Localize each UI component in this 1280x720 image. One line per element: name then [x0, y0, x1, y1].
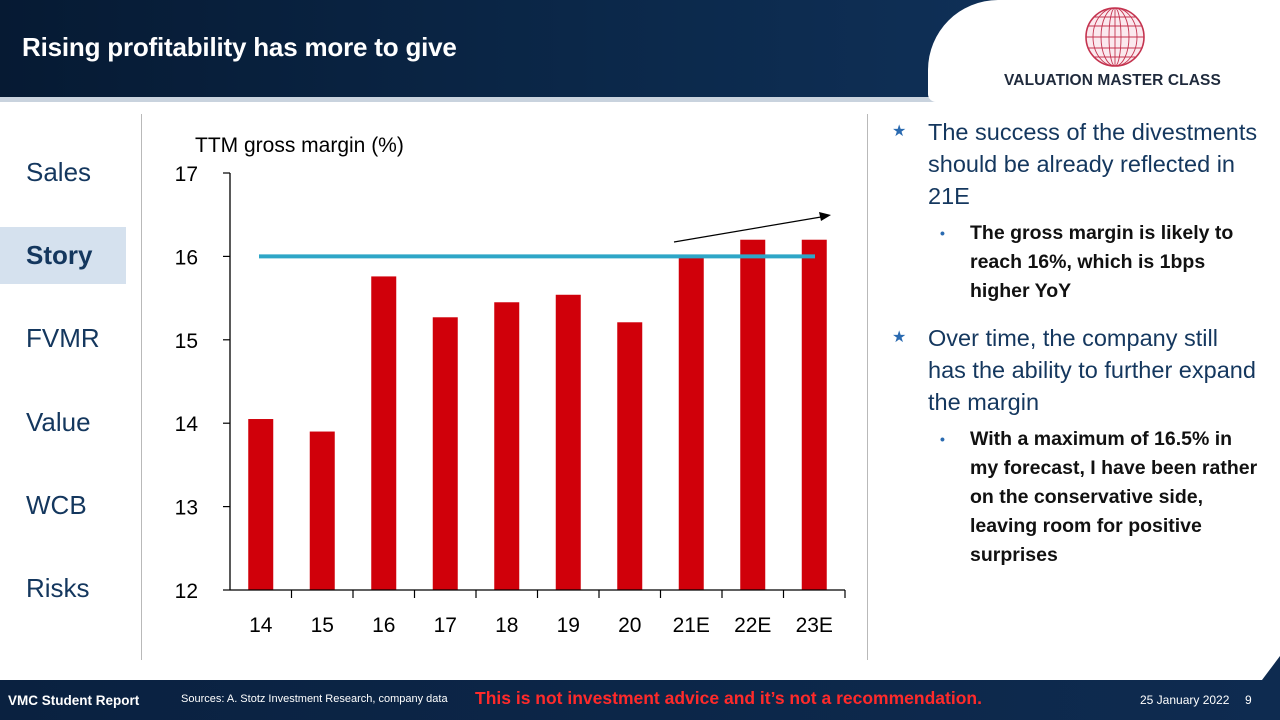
footer-sources: Sources: A. Stotz Investment Research, c… [181, 693, 448, 705]
bullet-1-text: The success of the divestments should be… [928, 119, 1258, 209]
bar-15 [309, 431, 335, 590]
y-tick-label: 16 [175, 246, 198, 269]
bar-23E [801, 239, 827, 590]
bar-17 [432, 317, 458, 590]
nav-divider [141, 114, 142, 660]
bullet-2: ★ Over time, the company still has the a… [892, 322, 1262, 418]
nav-item-wcb[interactable]: WCB [26, 490, 87, 520]
page-number: 9 [1245, 693, 1252, 707]
nav-item-story[interactable]: Story [26, 240, 93, 270]
dot-bullet-icon: • [940, 431, 945, 447]
bullet-1: ★ The success of the divestments should … [892, 116, 1262, 212]
logo-wordmark: VALUATION MASTER CLASS [1004, 72, 1221, 89]
y-tick-label: 14 [175, 413, 199, 436]
y-tick-label: 17 [175, 163, 198, 186]
y-tick-label: 12 [175, 580, 198, 603]
gross-margin-chart: TTM gross margin (%) 12 13 14 15 16 17 14 15 16… [175, 134, 846, 637]
chart-title: TTM gross margin (%) [195, 134, 404, 157]
footer-bar: VMC Student Report Sources: A. Stotz Inv… [0, 680, 1280, 720]
x-tick-label-14: 14 [249, 614, 273, 637]
trend-arrow [673, 212, 831, 243]
nav-item-sales[interactable]: Sales [26, 157, 92, 187]
nav-item-value[interactable]: Value [26, 407, 91, 437]
dot-bullet-icon: • [940, 225, 945, 241]
header-divider [0, 97, 1280, 102]
nav-item-fvmr[interactable]: FVMR [26, 323, 100, 353]
footer-report-label: VMC Student Report [8, 693, 140, 708]
x-tick-label-19: 19 [557, 614, 580, 637]
page-title: Rising profitability has more to give [22, 32, 457, 62]
bar-18 [494, 302, 520, 590]
commentary: ★ The success of the divestments should … [892, 116, 1262, 570]
bar-14 [248, 419, 274, 590]
bar-20 [617, 322, 643, 590]
x-tick-label-18: 18 [495, 614, 518, 637]
nav-active-highlight [0, 227, 126, 284]
y-tick-label: 15 [175, 330, 198, 353]
bar-19 [555, 294, 581, 590]
x-tick-label-21E: 21E [673, 614, 710, 637]
x-tick-label-20: 20 [618, 614, 641, 637]
bar-22E [740, 239, 766, 590]
bar-21E [678, 256, 704, 590]
footer-disclaimer: This is not investment advice and it’s n… [475, 688, 982, 708]
nav-item-risks[interactable]: Risks [26, 573, 90, 603]
star-bullet-icon: ★ [892, 123, 907, 140]
x-tick-label-15: 15 [311, 614, 334, 637]
x-tick-label-16: 16 [372, 614, 395, 637]
bullet-2-text: Over time, the company still has the abi… [928, 325, 1256, 415]
y-tick-label: 13 [175, 497, 198, 520]
sub-bullet-1: • The gross margin is likely to reach 16… [892, 219, 1262, 306]
bar-16 [371, 276, 397, 590]
sub-bullet-2: • With a maximum of 16.5% in my forecast… [892, 425, 1262, 570]
x-tick-label-17: 17 [434, 614, 457, 637]
footer-date: 25 January 2022 [1140, 693, 1230, 707]
star-bullet-icon: ★ [892, 329, 907, 346]
x-tick-label-22E: 22E [734, 614, 771, 637]
sub-bullet-1-text: The gross margin is likely to reach 16%,… [970, 222, 1234, 302]
x-tick-label-23E: 23E [796, 614, 833, 637]
sub-bullet-2-text: With a maximum of 16.5% in my forecast, … [970, 428, 1258, 566]
globe-logo-icon [1085, 7, 1145, 67]
content-divider [867, 114, 868, 660]
